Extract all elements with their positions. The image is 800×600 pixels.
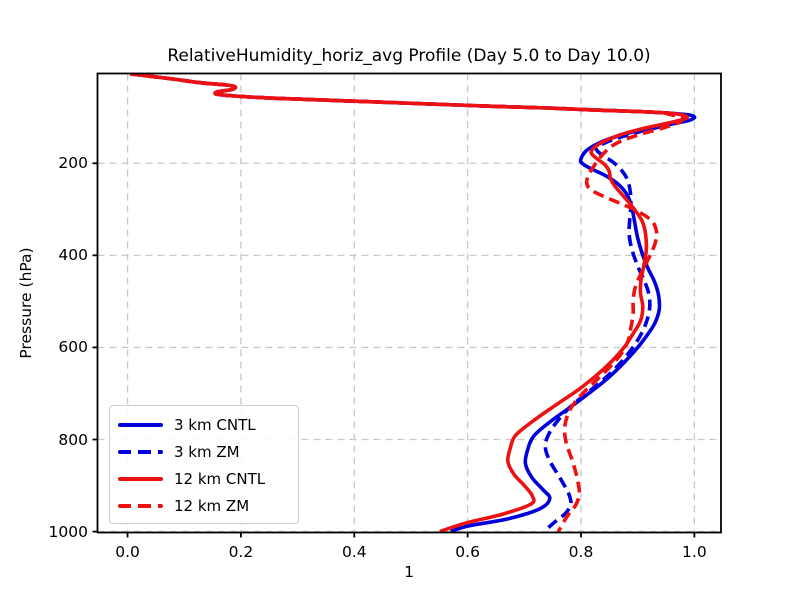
- x-tick-label: 0.4: [341, 543, 367, 561]
- legend-item-label: 12 km CNTL: [174, 469, 266, 488]
- legend-item-label: 3 km ZM: [174, 443, 240, 462]
- legend-item-label: 12 km ZM: [174, 496, 250, 515]
- legend-line-swatch: [118, 476, 163, 481]
- x-tick-label: 0.8: [568, 543, 594, 561]
- legend-line-swatch: [118, 423, 163, 428]
- x-tick-label: 0.6: [455, 543, 480, 561]
- chart-title: RelativeHumidity_horiz_avg Profile (Day …: [167, 46, 651, 66]
- x-tick-label: 0.0: [115, 543, 140, 561]
- legend-line-swatch: [118, 503, 163, 508]
- y-tick-label: 200: [58, 154, 88, 173]
- x-tick-label: 1.0: [682, 543, 707, 561]
- y-tick-label: 400: [58, 246, 88, 265]
- x-tick-label: 0.2: [228, 543, 254, 561]
- legend-item: 12 km CNTL: [118, 466, 288, 492]
- y-tick-label: 600: [58, 338, 88, 357]
- legend-item: 3 km ZM: [118, 439, 288, 465]
- legend-item: 12 km ZM: [118, 493, 288, 519]
- y-axis-label: Pressure (hPa): [17, 247, 35, 359]
- y-tick-label: 1000: [48, 522, 88, 541]
- legend-item-label: 3 km CNTL: [174, 416, 256, 435]
- y-tick-label: 800: [58, 430, 88, 449]
- legend-box: 3 km CNTL 3 km ZM 12 km CNTL 12 km ZM: [109, 405, 299, 524]
- legend-line-swatch: [118, 450, 163, 455]
- legend-item: 3 km CNTL: [118, 412, 288, 438]
- x-axis-label: 1: [404, 563, 414, 581]
